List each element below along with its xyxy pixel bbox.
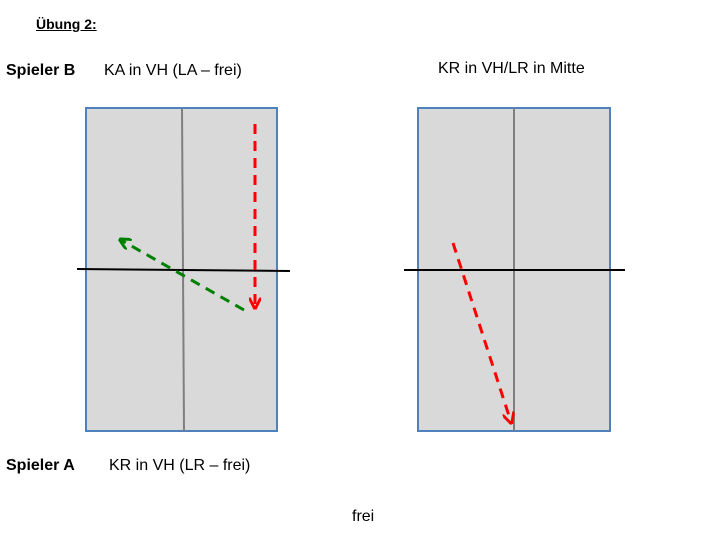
bottom-note: frei — [352, 508, 375, 525]
right-red-arrow — [451, 242, 511, 422]
player-a-label: Spieler A — [6, 457, 75, 474]
left-green-arrow — [121, 240, 245, 312]
exercise-title: Übung 2: — [36, 16, 97, 32]
player-b-instruction: KA in VH (LA – frei) — [104, 62, 242, 79]
player-b-label: Spieler B — [6, 62, 76, 79]
left-table — [76, 107, 291, 432]
right-table — [404, 107, 625, 432]
player-a-instruction: KR in VH (LR – frei) — [109, 457, 251, 474]
left-table-net — [76, 268, 291, 272]
right-diagram-title: KR in VH/LR in Mitte — [438, 60, 585, 77]
